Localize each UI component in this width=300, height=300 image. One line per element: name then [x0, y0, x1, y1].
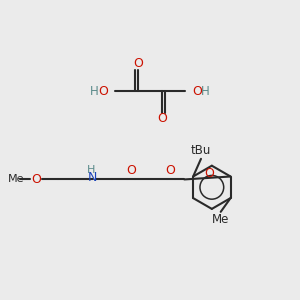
- Text: O: O: [126, 164, 136, 177]
- Text: O: O: [98, 85, 108, 98]
- Text: O: O: [31, 173, 41, 186]
- Text: Me: Me: [8, 174, 25, 184]
- Text: N: N: [87, 171, 97, 184]
- Text: O: O: [192, 85, 202, 98]
- Text: tBu: tBu: [191, 145, 211, 158]
- Text: H: H: [201, 85, 210, 98]
- Text: O: O: [205, 167, 214, 180]
- Text: H: H: [90, 85, 99, 98]
- Text: Me: Me: [212, 213, 230, 226]
- Text: O: O: [157, 112, 167, 125]
- Text: H: H: [87, 165, 95, 175]
- Text: O: O: [133, 57, 143, 70]
- Text: O: O: [166, 164, 176, 177]
